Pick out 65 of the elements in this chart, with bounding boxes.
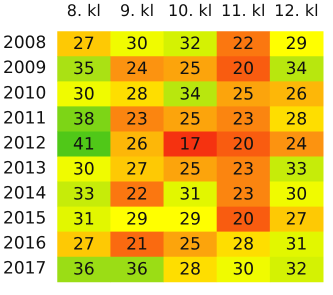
data-label: 23 (232, 159, 254, 180)
y-tick-label: 2014 (3, 184, 46, 204)
data-label: 23 (126, 109, 148, 130)
y-tick-label: 2010 (3, 83, 46, 104)
data-label: 33 (286, 159, 308, 180)
x-tick-label: 11. kl (221, 0, 266, 20)
data-label: 24 (126, 59, 148, 80)
data-label: 34 (286, 59, 308, 80)
data-label: 27 (126, 159, 148, 180)
x-tick-label: 8. kl (66, 0, 101, 20)
data-label: 25 (179, 159, 201, 180)
data-label: 38 (73, 109, 95, 130)
data-label: 23 (232, 184, 254, 205)
y-tick-label: 2011 (3, 108, 46, 128)
data-label: 29 (286, 34, 308, 54)
data-label: 28 (126, 84, 148, 104)
data-label: 29 (179, 210, 201, 230)
x-tick-label: 10. kl (168, 0, 212, 20)
data-label: 24 (286, 134, 308, 154)
x-tick-label: 12. kl (274, 0, 319, 20)
data-label: 32 (286, 260, 308, 280)
data-label: 25 (179, 59, 201, 80)
data-label: 30 (73, 159, 95, 180)
data-label: 17 (179, 134, 201, 154)
y-tick-label: 2012 (3, 133, 46, 154)
y-tick-label: 2008 (3, 33, 46, 54)
data-label: 27 (286, 210, 308, 230)
data-label: 25 (179, 109, 201, 130)
data-label: 26 (126, 134, 148, 154)
data-label: 31 (179, 184, 201, 205)
data-label: 30 (232, 260, 254, 280)
data-label: 20 (232, 59, 254, 80)
data-label: 33 (73, 184, 95, 205)
data-label: 20 (232, 210, 254, 230)
data-label: 28 (232, 234, 254, 255)
data-label: 34 (179, 84, 201, 104)
data-label: 29 (126, 210, 148, 230)
data-label: 28 (286, 109, 308, 130)
data-label: 21 (126, 234, 148, 255)
y-tick-label: 2009 (3, 58, 46, 78)
data-label: 22 (232, 34, 254, 54)
data-label: 31 (286, 234, 308, 255)
y-tick-label: 2015 (3, 208, 46, 229)
data-label: 26 (286, 84, 308, 104)
data-label: 27 (73, 34, 95, 54)
y-tick-label: 2013 (3, 158, 46, 178)
data-label: 36 (126, 260, 148, 280)
data-label: 32 (179, 34, 201, 54)
data-label: 20 (232, 134, 254, 154)
data-label: 25 (179, 234, 201, 255)
data-label: 30 (286, 184, 308, 205)
data-label: 36 (73, 260, 95, 280)
data-label: 30 (73, 84, 95, 104)
data-label: 41 (73, 134, 95, 154)
data-label: 23 (232, 109, 254, 130)
data-label: 35 (73, 59, 95, 80)
y-tick-label: 2016 (3, 234, 46, 254)
data-label: 25 (232, 84, 254, 104)
data-label: 30 (126, 34, 148, 54)
y-tick-label: 2017 (3, 258, 46, 279)
data-label: 27 (73, 234, 95, 255)
data-label: 31 (73, 210, 95, 230)
data-label: 28 (179, 260, 201, 280)
data-label: 22 (126, 184, 148, 205)
x-tick-label: 9. kl (120, 0, 154, 20)
